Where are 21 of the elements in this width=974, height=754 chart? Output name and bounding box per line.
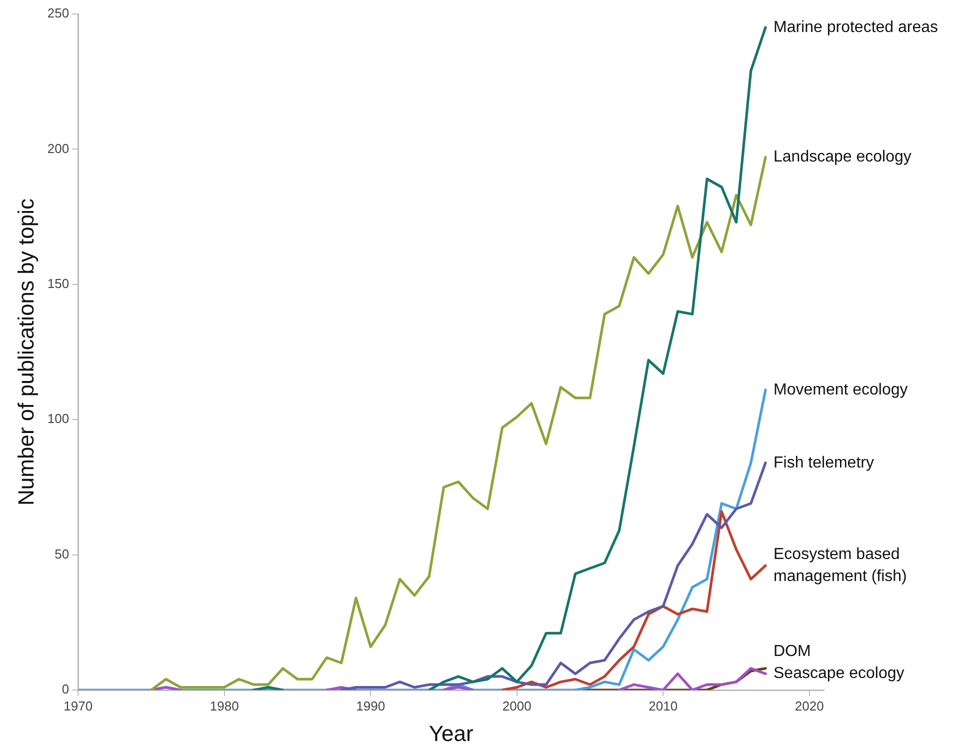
series-label: Landscape ecology	[773, 148, 912, 166]
y-tick-label: 100	[47, 411, 70, 426]
x-tick-label: 1980	[210, 698, 239, 714]
y-tick-label: 0	[62, 682, 70, 697]
x-tick-label: 1970	[64, 698, 93, 714]
x-tick-label: 2010	[648, 698, 678, 714]
series-label: Marine protected areas	[773, 18, 938, 36]
y-tick-label: 150	[47, 276, 70, 291]
y-tick-label: 50	[54, 546, 70, 562]
x-axis-title: Year	[428, 720, 474, 746]
y-axis-title: Number of publications by topic	[13, 198, 38, 506]
series-label: Movement ecology	[773, 381, 908, 398]
series-label: DOM	[773, 643, 811, 660]
y-tick-label: 200	[47, 140, 70, 156]
x-tick-label: 2000	[502, 698, 532, 714]
x-tick-label: 1990	[356, 698, 386, 714]
x-tick-label: 2020	[794, 698, 824, 714]
y-tick-label: 250	[47, 6, 70, 21]
series-label: Ecosystem based management (fish)	[773, 546, 907, 586]
series-label: Seascape ecology	[773, 665, 904, 682]
series-label: Fish telemetry	[773, 454, 874, 472]
